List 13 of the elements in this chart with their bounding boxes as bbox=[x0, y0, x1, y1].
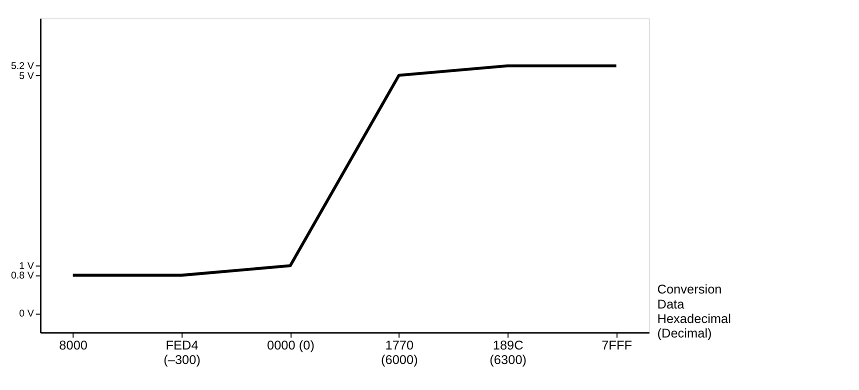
line-series bbox=[71, 64, 618, 277]
x-tick-label: FED4 (–300) bbox=[164, 338, 200, 368]
x-axis-title: Conversion Data Hexadecimal (Decimal) bbox=[657, 282, 731, 341]
x-tick-label: 189C (6300) bbox=[490, 338, 527, 368]
y-tick-label: 1 V bbox=[19, 261, 34, 272]
y-tick-label: 0 V bbox=[19, 308, 34, 320]
x-tick-label: 1770 (6000) bbox=[380, 338, 418, 368]
y-tick-label: 5 V bbox=[19, 70, 34, 82]
x-tick-label: 8000 bbox=[59, 338, 88, 353]
x-tick-label: 7FFF bbox=[602, 338, 632, 353]
x-tick-label: 0000 (0) bbox=[266, 338, 314, 353]
y-tick-label: 0.8 V bbox=[10, 270, 34, 282]
y-tick-label: 5.2 V bbox=[10, 61, 34, 72]
